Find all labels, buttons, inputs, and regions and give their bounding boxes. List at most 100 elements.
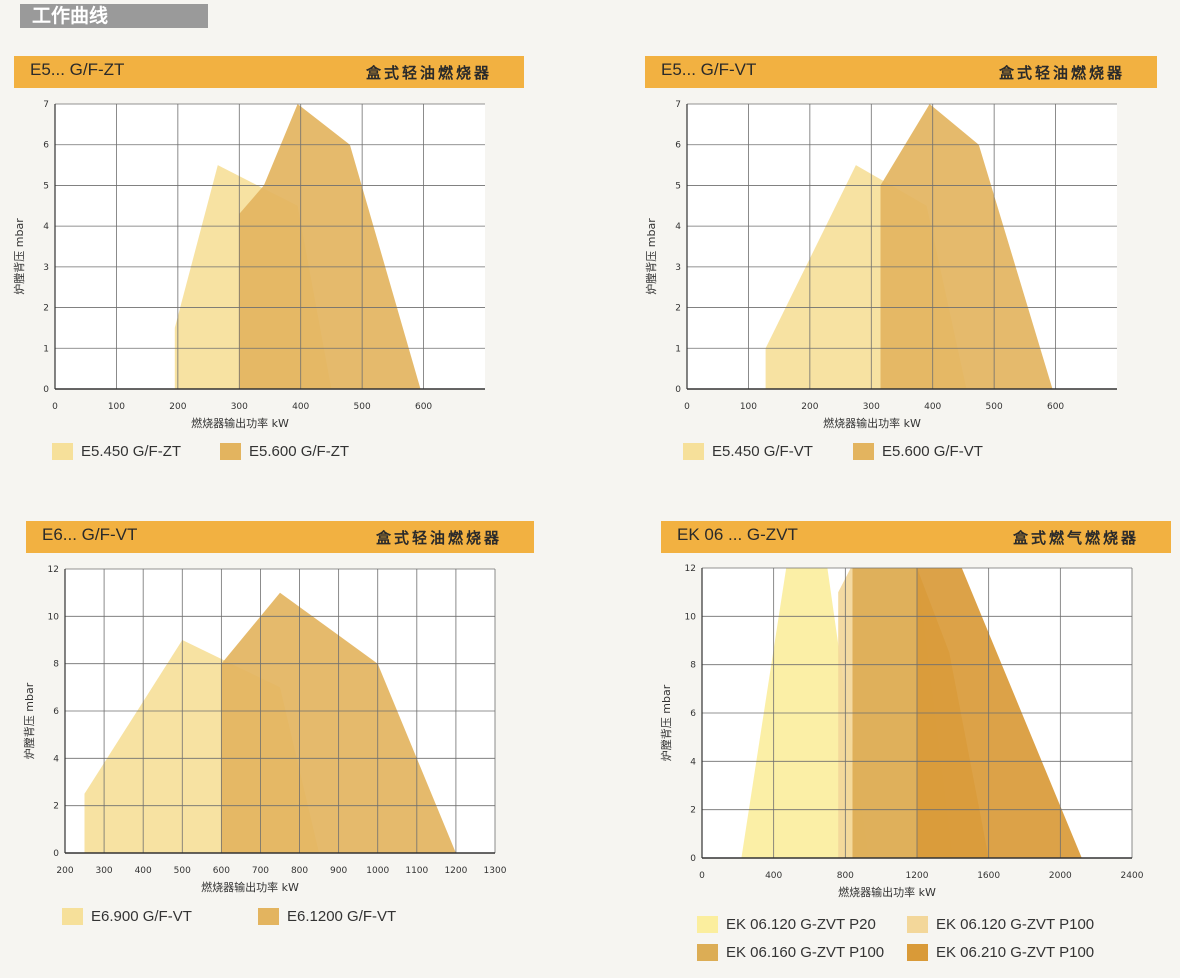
panel-banner: EK 06 ... G-ZVT 盒式燃气燃烧器 [661,521,1171,553]
panel-type: 盒式轻油燃烧器 [365,64,492,82]
x-tick-label: 1000 [366,866,389,876]
y-tick-label: 10 [48,612,60,622]
legend-label: EK 06.120 G-ZVT P100 [936,915,1095,933]
legend-item: E6.1200 G/F-VT [258,905,396,927]
panel-model: E6... G/F-VT [42,525,138,544]
y-tick-label: 4 [43,222,49,232]
legend-item: E5.600 G/F-VT [853,440,983,462]
legend-label: E5.450 G/F-ZT [81,442,182,460]
legend-label: E6.1200 G/F-VT [287,907,397,925]
y-tick-label: 0 [43,385,49,395]
legend-label: EK 06.210 G-ZVT P100 [936,943,1095,961]
x-tick-label: 1200 [906,871,929,881]
x-tick-label: 1600 [977,871,1000,881]
legend-item: E5.600 G/F-ZT [220,440,349,462]
x-tick-label: 800 [837,871,854,881]
y-tick-label: 4 [675,222,681,232]
x-tick-label: 300 [863,402,880,412]
legend-swatch [697,943,718,961]
x-axis-label: 燃烧器输出功率 kW [823,416,921,430]
legend-item: EK 06.210 G-ZVT P100 [907,941,1094,963]
y-tick-label: 12 [48,565,59,575]
legend-label: EK 06.120 G-ZVT P20 [726,915,876,933]
x-tick-label: 1100 [405,866,428,876]
y-tick-label: 0 [53,849,59,859]
x-tick-label: 400 [765,871,782,881]
x-tick-label: 500 [354,402,371,412]
x-tick-label: 2000 [1049,871,1072,881]
chart-e5-zt: 0 100 200 300 400 500 600 0 1 2 3 4 5 6 7 燃烧器输出功率 kW 炉膛背… [12,100,485,430]
x-tick-label: 300 [95,866,112,876]
panel-type: 盒式轻油燃烧器 [375,529,502,547]
x-tick-label: 1200 [444,866,467,876]
y-axis-label: 炉膛背压 mbar [644,218,658,295]
x-tick-label: 600 [213,866,230,876]
y-tick-label: 8 [53,660,59,670]
chart-e5-vt: 0 100 200 300 400 500 600 0 1 2 3 4 5 6 7 燃烧器输出功率 kW 炉膛背… [644,100,1117,430]
x-tick-label: 2400 [1121,871,1144,881]
panel-model: E5... G/F-VT [661,60,757,79]
panel-model: EK 06 ... G-ZVT [677,525,798,544]
legend-swatch [220,442,241,460]
x-axis-label: 燃烧器输出功率 kW [201,880,299,894]
x-tick-label: 400 [135,866,152,876]
legend-swatch [52,442,73,460]
x-axis-label: 燃烧器输出功率 kW [838,885,936,899]
x-tick-label: 0 [52,402,58,412]
x-axis-label: 燃烧器输出功率 kW [191,416,289,430]
y-tick-label: 0 [690,854,696,864]
y-tick-label: 1 [43,344,49,354]
x-tick-label: 300 [231,402,248,412]
y-tick-label: 2 [43,304,49,314]
legend-swatch [907,915,928,933]
legend-swatch [62,907,83,925]
legend-item: E5.450 G/F-ZT [52,440,181,462]
panel-type: 盒式燃气燃烧器 [1012,529,1139,547]
legend-item: E6.900 G/F-VT [62,905,192,927]
legend-label: E6.900 G/F-VT [91,907,192,925]
x-tick-label: 800 [291,866,308,876]
y-tick-label: 7 [675,100,681,110]
y-tick-label: 4 [690,757,696,767]
legend-swatch [697,915,718,933]
y-tick-label: 3 [43,263,49,273]
x-tick-label: 900 [330,866,347,876]
y-tick-label: 2 [675,304,681,314]
y-tick-label: 2 [690,806,696,816]
y-tick-label: 8 [690,661,696,671]
legend-label: E5.600 G/F-VT [882,442,983,460]
legend-swatch [683,442,704,460]
panel-model: E5... G/F-ZT [30,60,125,79]
y-tick-label: 6 [43,141,49,151]
panel-type: 盒式轻油燃烧器 [998,64,1125,82]
page-title: 工作曲线 [20,4,208,28]
y-tick-label: 3 [675,263,681,273]
x-tick-label: 100 [108,402,125,412]
y-tick-label: 12 [685,564,696,574]
x-tick-label: 1300 [484,866,507,876]
legend-item: EK 06.160 G-ZVT P100 [697,941,884,963]
panel-banner: E5... G/F-ZT 盒式轻油燃烧器 [14,56,524,88]
x-tick-label: 500 [174,866,191,876]
x-tick-label: 400 [924,402,941,412]
x-tick-label: 200 [169,402,186,412]
x-tick-label: 600 [415,402,432,412]
y-tick-label: 10 [685,612,697,622]
y-axis-label: 炉膛背压 mbar [12,218,26,295]
legend-item: E5.450 G/F-VT [683,440,813,462]
y-axis-label: 炉膛背压 mbar [22,682,36,759]
legend-swatch [258,907,279,925]
panel-banner: E6... G/F-VT 盒式轻油燃烧器 [26,521,534,553]
x-tick-label: 400 [292,402,309,412]
y-tick-label: 6 [675,141,681,151]
y-tick-label: 4 [53,754,59,764]
y-tick-label: 6 [53,707,59,717]
x-tick-label: 600 [1047,402,1064,412]
series-area [239,104,421,389]
y-tick-label: 6 [690,709,696,719]
x-tick-label: 500 [986,402,1003,412]
x-tick-label: 200 [801,402,818,412]
chart-e6-vt: 200 300 400 500 600 700 800 900 1000 1100 1200 1300… [22,565,507,894]
x-tick-label: 100 [740,402,757,412]
x-tick-label: 200 [56,866,73,876]
